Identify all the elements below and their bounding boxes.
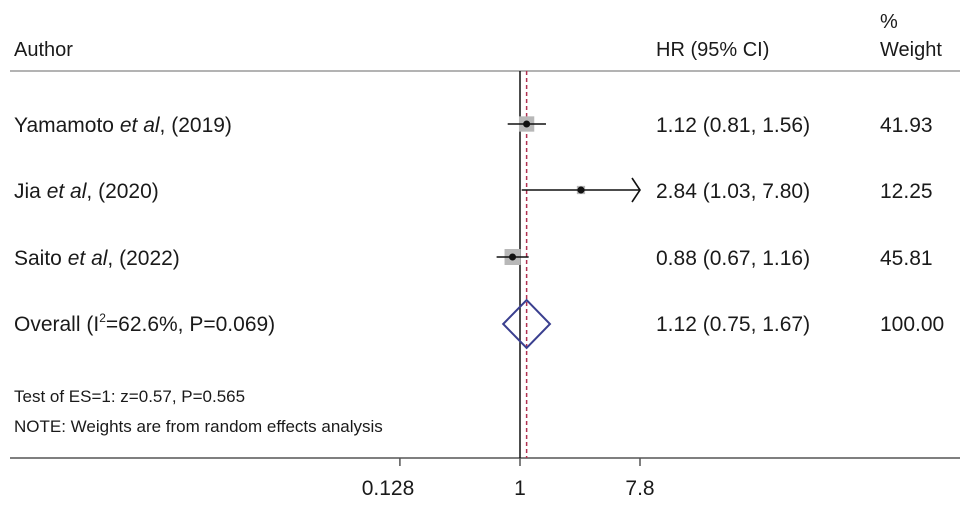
point-estimate xyxy=(509,253,517,261)
weight-header: Weight xyxy=(880,39,942,61)
weight-header-pct: % xyxy=(880,11,898,33)
point-estimate xyxy=(523,120,531,128)
test-footnote: Test of ES=1: z=0.57, P=0.565 xyxy=(14,387,246,406)
study-label: Yamamoto et al, (2019) xyxy=(14,114,232,137)
author-header: Author xyxy=(14,39,73,61)
study-hr-text: 1.12 (0.81, 1.56) xyxy=(656,114,811,137)
study-label: Saito et al, (2022) xyxy=(14,247,180,270)
study-hr-text: 0.88 (0.67, 1.16) xyxy=(656,247,811,270)
study-weight-text: 41.93 xyxy=(880,114,933,137)
study-weight-text: 12.25 xyxy=(880,180,933,203)
axis-tick-label: 1 xyxy=(514,477,526,500)
ci-arrow xyxy=(631,177,641,203)
overall-weight-text: 100.00 xyxy=(880,313,945,336)
axis-tick-label: 7.8 xyxy=(625,477,655,500)
study-label: Jia et al, (2020) xyxy=(14,180,159,203)
study-hr-text: 2.84 (1.03, 7.80) xyxy=(656,180,811,203)
weights-note: NOTE: Weights are from random effects an… xyxy=(14,417,383,436)
overall-diamond xyxy=(501,298,552,350)
axis-tick-label: 0.128 xyxy=(361,477,415,500)
overall-label: Overall (I2=62.6%, P=0.069) xyxy=(14,311,276,336)
hr-header: HR (95% CI) xyxy=(656,39,770,61)
overall-hr-text: 1.12 (0.75, 1.67) xyxy=(656,313,811,336)
study-weight-text: 45.81 xyxy=(880,247,933,270)
point-estimate xyxy=(577,186,585,194)
